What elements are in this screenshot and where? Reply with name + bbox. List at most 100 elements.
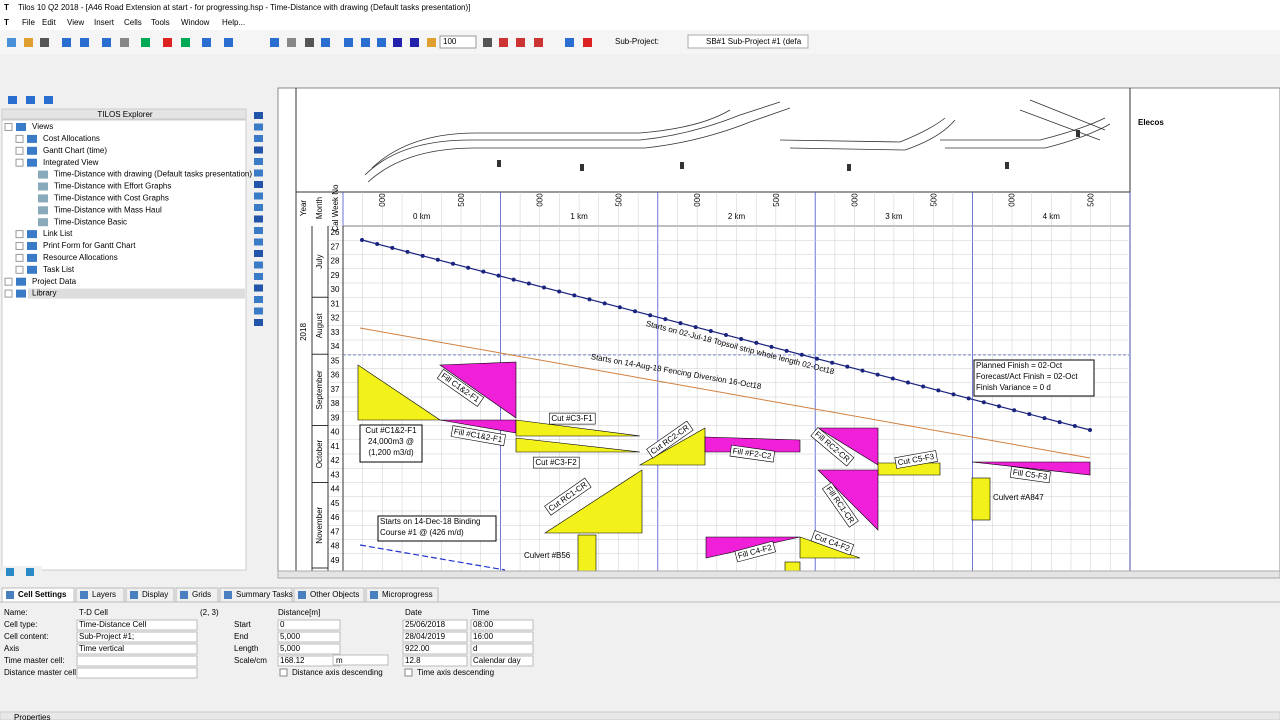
field-value[interactable]: T-D Cell bbox=[79, 608, 108, 617]
field-value[interactable]: 922.00 bbox=[405, 644, 430, 653]
topsoil-point bbox=[435, 257, 440, 262]
field-value[interactable]: d bbox=[473, 644, 477, 653]
field-value[interactable]: Time-Distance Cell bbox=[79, 620, 146, 629]
field-value[interactable]: 5,000 bbox=[280, 644, 301, 653]
tab-label[interactable]: Layers bbox=[92, 590, 116, 599]
unit-value[interactable]: m bbox=[336, 656, 343, 665]
tab-icon bbox=[224, 591, 232, 599]
window-title: Tilos 10 Q2 2018 - [A46 Road Extension a… bbox=[18, 3, 470, 12]
status-tab[interactable]: Properties bbox=[14, 713, 50, 720]
menu-item[interactable]: File bbox=[22, 18, 35, 27]
toolbar-button bbox=[224, 38, 233, 47]
tab-label[interactable]: Grids bbox=[192, 590, 211, 599]
week-label: 29 bbox=[331, 271, 340, 280]
menu-item[interactable]: Insert bbox=[94, 18, 115, 27]
menu-item[interactable]: Window bbox=[181, 18, 210, 27]
tree-item[interactable]: Print Form for Gantt Chart bbox=[43, 241, 136, 250]
field-value[interactable]: 168.12 bbox=[280, 656, 305, 665]
tree-item[interactable]: Gantt Chart (time) bbox=[43, 146, 107, 155]
tree-item[interactable]: Time-Distance with drawing (Default task… bbox=[54, 170, 252, 179]
task-label-box bbox=[544, 477, 592, 516]
tree-item[interactable]: Time-Distance with Effort Graphs bbox=[54, 182, 171, 191]
field-value[interactable]: 12.8 bbox=[405, 656, 421, 665]
task-label-box bbox=[646, 420, 694, 459]
note-line: Cut #C1&2-F1 bbox=[365, 426, 417, 435]
draw-tool bbox=[254, 261, 263, 269]
week-label: 41 bbox=[331, 442, 340, 451]
tree-icon bbox=[38, 218, 48, 227]
culvert-shape bbox=[577, 534, 597, 576]
tree-item[interactable]: Integrated View bbox=[43, 158, 99, 167]
expander bbox=[4, 277, 13, 286]
field-value[interactable]: Calendar day bbox=[473, 656, 521, 665]
title-bar bbox=[0, 0, 1280, 16]
road-marker bbox=[1005, 162, 1009, 169]
tree-item[interactable]: Link List bbox=[43, 229, 73, 238]
topsoil-point bbox=[420, 253, 425, 258]
toolbar-button bbox=[7, 38, 16, 47]
tree-item[interactable]: Task List bbox=[43, 265, 75, 274]
menu-item[interactable]: Help... bbox=[222, 18, 245, 27]
topsoil-point bbox=[951, 392, 956, 397]
field-value[interactable]: Time vertical bbox=[79, 644, 124, 653]
toolbar-button bbox=[361, 38, 370, 47]
year-label: 2018 bbox=[299, 323, 308, 341]
week-label: 36 bbox=[331, 371, 340, 380]
subproject-value[interactable]: SB#1 Sub-Project #1 (defa bbox=[706, 37, 802, 46]
toolbar-button bbox=[483, 38, 492, 47]
tab-icon bbox=[6, 568, 14, 576]
field-value[interactable]: 28/04/2019 bbox=[405, 632, 446, 641]
field-label: Time master cell: bbox=[4, 656, 65, 665]
field-value[interactable]: 0 bbox=[280, 620, 285, 629]
topsoil-point bbox=[496, 273, 501, 278]
tree-item[interactable]: Library bbox=[32, 289, 56, 298]
field-value[interactable]: 16:00 bbox=[473, 632, 494, 641]
toolbar-button bbox=[120, 38, 129, 47]
field-value[interactable]: 25/06/2018 bbox=[405, 620, 446, 629]
tree-item[interactable]: Resource Allocations bbox=[43, 253, 118, 262]
menu-item[interactable]: Edit bbox=[42, 18, 57, 27]
checkbox-label[interactable]: Time axis descending bbox=[417, 668, 494, 677]
task-shape bbox=[704, 436, 801, 453]
tree-item[interactable]: Views bbox=[32, 122, 53, 131]
topsoil-point bbox=[602, 301, 607, 306]
tree-item[interactable]: Time-Distance Basic bbox=[54, 217, 127, 226]
topsoil-point bbox=[739, 336, 744, 341]
column-header: Distance[m] bbox=[278, 608, 320, 617]
tab-label[interactable]: Cell Settings bbox=[18, 590, 67, 599]
culvert-label: Culvert #B56 bbox=[524, 551, 571, 560]
field-value[interactable]: 5,000 bbox=[280, 632, 301, 641]
tree-item[interactable]: Project Data bbox=[32, 277, 77, 286]
tree-item[interactable]: Cost Allocations bbox=[43, 134, 100, 143]
explorer-header bbox=[1, 108, 247, 120]
topsoil-point bbox=[845, 364, 850, 369]
tab-label[interactable]: Summary Tasks bbox=[236, 590, 293, 599]
tree-item[interactable]: Time-Distance with Cost Graphs bbox=[54, 194, 169, 203]
tree-item[interactable]: Time-Distance with Mass Haul bbox=[54, 205, 162, 214]
toolbar-button bbox=[202, 38, 211, 47]
draw-tool bbox=[254, 204, 263, 211]
distance-tick: 000 bbox=[378, 193, 387, 207]
field-value[interactable]: 08:00 bbox=[473, 620, 494, 629]
menu-item[interactable]: View bbox=[67, 18, 84, 27]
field-value[interactable]: Sub-Project #1; bbox=[79, 632, 134, 641]
logo: Elecos bbox=[1138, 118, 1164, 127]
menu-item[interactable]: Cells bbox=[124, 18, 142, 27]
task-label-box bbox=[734, 540, 776, 563]
toolbar-button bbox=[287, 38, 296, 47]
toolbar-button bbox=[181, 38, 190, 47]
tab-label[interactable]: Microprogress bbox=[382, 590, 433, 599]
expander bbox=[15, 134, 24, 143]
toolbar-button bbox=[80, 38, 89, 47]
topsoil-point bbox=[966, 396, 971, 401]
checkbox-label[interactable]: Distance axis descending bbox=[292, 668, 383, 677]
task-shape bbox=[543, 469, 643, 534]
menu-item[interactable]: Tools bbox=[151, 18, 170, 27]
tab-label[interactable]: Display bbox=[142, 590, 168, 599]
row-label: Start bbox=[234, 620, 252, 629]
road-line bbox=[945, 123, 1111, 149]
task-label-box bbox=[822, 482, 859, 528]
zoom-value[interactable]: 100 bbox=[443, 37, 457, 46]
tab-label[interactable]: Other Objects bbox=[310, 590, 359, 599]
distance-tick: 000 bbox=[850, 193, 859, 207]
